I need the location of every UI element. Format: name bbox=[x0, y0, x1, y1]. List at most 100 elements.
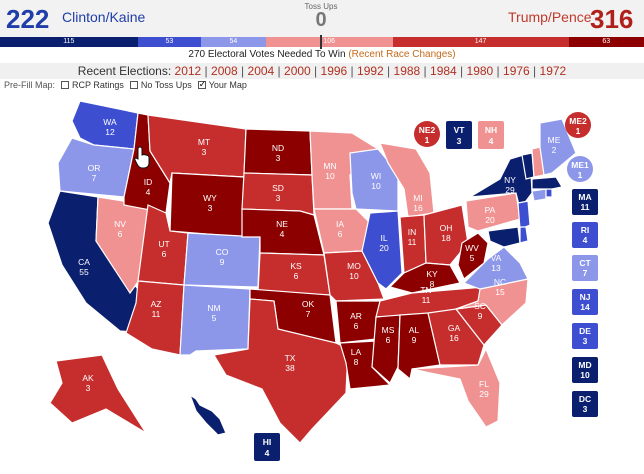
state-ev-id: 4 bbox=[146, 187, 151, 197]
tossup-label: Toss Ups bbox=[304, 2, 338, 11]
state-box-ev-ma: 11 bbox=[581, 202, 590, 212]
state-ev-pa: 20 bbox=[485, 215, 495, 225]
state-box-ri[interactable] bbox=[572, 222, 598, 248]
state-fl[interactable] bbox=[411, 347, 501, 428]
state-box-ev-vt: 3 bbox=[457, 136, 462, 146]
state-label-la: LA bbox=[351, 347, 362, 357]
prefill-option-your-map[interactable]: Your Map bbox=[197, 79, 247, 90]
state-box-ev-hi: 4 bbox=[265, 448, 270, 458]
ev-bar-segment: 54 bbox=[201, 37, 266, 47]
state-mn[interactable] bbox=[309, 130, 379, 210]
state-ev-mi: 16 bbox=[413, 203, 423, 213]
state-ev-mt: 3 bbox=[202, 147, 207, 157]
state-label-tn: TN bbox=[420, 285, 431, 295]
state-label-ga: GA bbox=[448, 323, 461, 333]
state-ma[interactable] bbox=[531, 176, 563, 190]
state-wv[interactable] bbox=[457, 232, 489, 280]
state-label-ak: AK bbox=[82, 373, 94, 383]
state-ev-il: 20 bbox=[379, 243, 389, 253]
state-box-hi[interactable] bbox=[254, 433, 280, 461]
state-label-wv: WV bbox=[465, 243, 479, 253]
prefill-option-label: No Toss Ups bbox=[140, 80, 192, 90]
state-box-nj[interactable] bbox=[572, 289, 598, 315]
state-va[interactable] bbox=[462, 246, 529, 290]
checkbox-icon[interactable] bbox=[129, 81, 138, 89]
state-label-ut: UT bbox=[158, 239, 169, 249]
state-ev-mo: 10 bbox=[349, 271, 359, 281]
election-year-link[interactable]: 2004 bbox=[247, 64, 275, 78]
prefill-option-rcp[interactable]: RCP Ratings bbox=[61, 80, 124, 90]
state-il[interactable] bbox=[361, 210, 403, 290]
state-nj[interactable] bbox=[517, 200, 531, 230]
state-label-ca: CA bbox=[78, 257, 90, 267]
state-box-md[interactable] bbox=[572, 357, 598, 383]
recent-elections-years: 2012 | 2008 | 2004 | 2000 | 1996 | 1992 … bbox=[175, 64, 567, 78]
state-md[interactable] bbox=[487, 226, 521, 248]
state-tx[interactable] bbox=[213, 298, 349, 444]
year-separator: | bbox=[274, 64, 285, 78]
state-box-nh[interactable] bbox=[478, 121, 504, 149]
election-year-link[interactable]: 1976 bbox=[503, 64, 530, 78]
state-ev-in: 11 bbox=[408, 237, 417, 247]
state-hi[interactable] bbox=[188, 393, 227, 436]
prefill-option-no-tossups[interactable]: No Toss Ups bbox=[129, 80, 192, 90]
state-label-al: AL bbox=[409, 325, 420, 335]
recent-race-changes-link[interactable]: (Recent Race Changes) bbox=[348, 49, 456, 60]
state-ev-nc: 15 bbox=[495, 287, 505, 297]
tossup-count: 0 bbox=[315, 9, 327, 31]
election-year-link[interactable]: 1996 bbox=[320, 64, 348, 78]
state-box-ev-ct: 7 bbox=[583, 268, 588, 278]
votes-needed-line: 270 Electoral Votes Needed To Win (Recen… bbox=[0, 49, 644, 60]
state-box-ct[interactable] bbox=[572, 255, 598, 281]
state-label-me: ME bbox=[548, 135, 561, 145]
district-circle-ne2[interactable] bbox=[414, 121, 440, 147]
state-de[interactable] bbox=[519, 226, 529, 244]
election-year-link[interactable]: 2012 bbox=[174, 64, 202, 78]
state-ct[interactable] bbox=[531, 188, 547, 202]
state-ev-tn: 11 bbox=[422, 295, 431, 305]
state-ev-ga: 16 bbox=[449, 333, 459, 343]
state-box-label-md: MD bbox=[578, 360, 591, 370]
district-circle-me1[interactable] bbox=[567, 156, 593, 182]
state-label-il: IL bbox=[380, 233, 387, 243]
state-oh[interactable] bbox=[423, 204, 469, 266]
state-box-de[interactable] bbox=[572, 323, 598, 349]
year-separator: | bbox=[310, 64, 321, 78]
ev-bar-segment: 106 bbox=[265, 37, 393, 47]
checkbox-icon[interactable] bbox=[61, 81, 70, 89]
state-ak[interactable] bbox=[49, 354, 147, 434]
state-label-va: VA bbox=[491, 253, 502, 263]
year-separator: | bbox=[383, 64, 394, 78]
recent-elections-label: Recent Elections: bbox=[77, 64, 172, 78]
state-box-vt[interactable] bbox=[446, 121, 472, 149]
state-box-label-hi: HI bbox=[263, 437, 272, 447]
state-box-ma[interactable] bbox=[572, 189, 598, 215]
state-label-az: AZ bbox=[151, 299, 162, 309]
state-ga[interactable] bbox=[427, 308, 485, 366]
state-nc[interactable] bbox=[455, 278, 529, 326]
election-year-link[interactable]: 1984 bbox=[430, 64, 457, 78]
state-box-label-nj: NJ bbox=[580, 292, 591, 302]
election-year-link[interactable]: 1988 bbox=[393, 64, 421, 78]
year-separator: | bbox=[201, 64, 212, 78]
election-year-link[interactable]: 1980 bbox=[466, 64, 494, 78]
state-box-dc[interactable] bbox=[572, 391, 598, 417]
checkbox-checked-icon[interactable] bbox=[197, 79, 206, 90]
state-ri[interactable] bbox=[545, 188, 553, 198]
state-label-nm: NM bbox=[207, 303, 220, 313]
election-year-link[interactable]: 1972 bbox=[539, 64, 567, 78]
year-separator: | bbox=[529, 64, 540, 78]
state-me[interactable] bbox=[539, 118, 577, 176]
election-year-link[interactable]: 1992 bbox=[357, 64, 384, 78]
state-ev-sc: 9 bbox=[478, 311, 483, 321]
election-year-link[interactable]: 2000 bbox=[284, 64, 311, 78]
state-ev-nv: 6 bbox=[118, 229, 123, 239]
state-ev-oh: 18 bbox=[441, 233, 451, 243]
state-pa[interactable] bbox=[465, 192, 521, 232]
district-circle-me2[interactable] bbox=[565, 112, 591, 138]
state-box-label-nh: NH bbox=[485, 125, 497, 135]
prefill-map-options: Pre-Fill Map: RCP Ratings No Toss Ups Yo… bbox=[4, 79, 247, 90]
state-ms[interactable] bbox=[371, 314, 401, 384]
election-year-link[interactable]: 2008 bbox=[211, 64, 238, 78]
us-electoral-map[interactable]: WA 12 OR 7 CA 55 NV 6 ID 4 MT 3 WY 3 UT … bbox=[0, 93, 644, 474]
